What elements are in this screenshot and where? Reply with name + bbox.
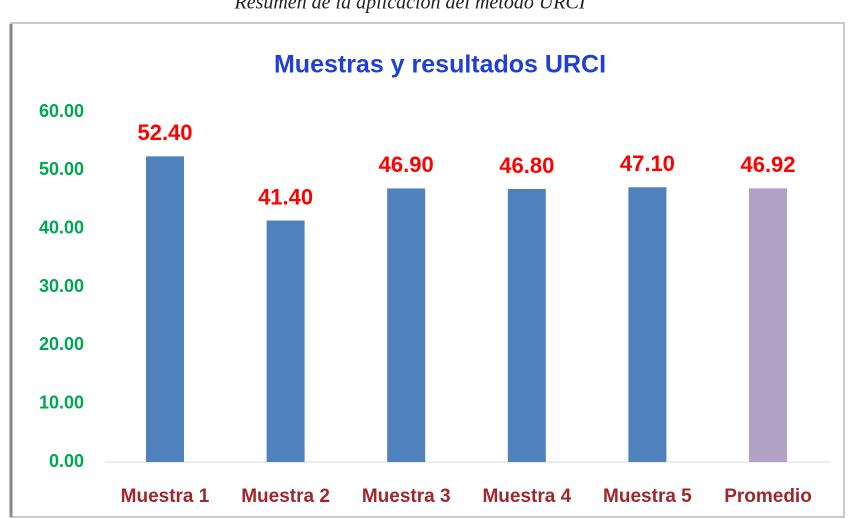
bar [266, 220, 305, 462]
chart-frame [10, 22, 845, 518]
bar [628, 187, 667, 462]
y-tick-label: 40.00 [39, 217, 84, 237]
y-tick-label: 20.00 [39, 334, 84, 354]
value-label: 47.10 [620, 151, 675, 176]
x-tick-label: Muestra 5 [603, 486, 692, 507]
y-tick-label: 10.00 [39, 392, 84, 412]
x-tick-label: Muestra 3 [362, 486, 451, 507]
bar [749, 188, 787, 463]
caption: Resumen de la aplicación del método URCI [233, 0, 586, 14]
y-tick-label: 0.00 [49, 451, 84, 471]
value-label: 46.80 [499, 153, 554, 178]
y-tick-label: 30.00 [39, 276, 84, 296]
bar [507, 189, 546, 462]
x-tick-label: Muestra 4 [482, 486, 571, 507]
x-tick-label: Muestra 1 [121, 486, 210, 507]
bar [387, 188, 426, 462]
value-label: 46.92 [740, 152, 795, 177]
x-tick-label: Promedio [724, 486, 812, 507]
value-label: 52.40 [137, 120, 192, 145]
chart-title: Muestras y resultados URCI [274, 51, 606, 79]
y-tick-label: 60.00 [39, 101, 84, 121]
value-label: 41.40 [258, 184, 313, 209]
y-tick-label: 50.00 [39, 159, 84, 179]
bar [146, 156, 184, 463]
value-label: 46.90 [379, 152, 434, 177]
x-tick-label: Muestra 2 [241, 486, 330, 507]
